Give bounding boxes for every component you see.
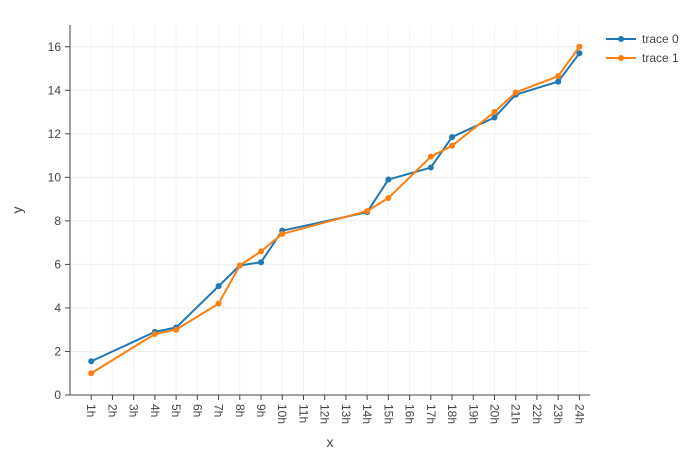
data-point[interactable] [512, 89, 519, 96]
y-tick-label: 12 [48, 127, 62, 141]
y-tick-label: 0 [54, 388, 61, 402]
x-tick-label: 1h [84, 404, 98, 417]
y-tick-label: 4 [54, 301, 61, 315]
data-point[interactable] [88, 358, 95, 365]
x-tick-label: 5h [169, 404, 183, 417]
x-tick-label: 13h [339, 404, 353, 424]
data-point[interactable] [151, 331, 158, 338]
x-tick-label: 4h [148, 404, 162, 417]
data-point[interactable] [364, 208, 371, 215]
x-axis-title: x [327, 434, 334, 450]
legend-label: trace 1 [642, 51, 679, 65]
series [88, 43, 583, 377]
data-point[interactable] [555, 78, 562, 85]
data-point[interactable] [427, 164, 434, 171]
data-point[interactable] [449, 134, 456, 141]
x-tick-label: 8h [233, 404, 247, 417]
y-tick-label: 8 [54, 214, 61, 228]
x-tick-label: 12h [318, 404, 332, 424]
data-point[interactable] [236, 262, 243, 269]
data-point[interactable] [173, 326, 180, 333]
y-axis-ticks: 0 2 4 6 8 10 12 14 16 [48, 40, 70, 402]
x-axis-ticks: 1h 2h 3h 4h 5h 6h 7h 8h 9h 10h 11h 12h 13h 14h 15h 16h 1… [84, 395, 586, 424]
x-tick-label: 7h [212, 404, 226, 417]
legend-label: trace 0 [642, 32, 679, 46]
data-point[interactable] [576, 50, 583, 57]
x-tick-label: 19h [466, 404, 480, 424]
data-point[interactable] [215, 300, 222, 307]
y-axis-title: y [9, 207, 25, 214]
data-point[interactable] [385, 176, 392, 183]
axes [69, 25, 590, 396]
data-point[interactable] [279, 230, 286, 237]
x-tick-label: 3h [127, 404, 141, 417]
data-point[interactable] [258, 259, 265, 266]
y-tick-label: 2 [54, 344, 61, 358]
x-tick-label: 16h [403, 404, 417, 424]
y-tick-label: 6 [54, 257, 61, 271]
legend[interactable]: trace 0 trace 1 [606, 32, 679, 65]
x-tick-label: 14h [360, 404, 374, 424]
series-0 [88, 50, 583, 365]
x-tick-label: 11h [296, 404, 310, 423]
series-line [90, 52, 581, 363]
data-point[interactable] [385, 195, 392, 202]
x-tick-label: 17h [424, 404, 438, 424]
data-point[interactable] [88, 370, 95, 377]
data-point[interactable] [491, 109, 498, 116]
x-tick-label: 15h [381, 404, 395, 424]
legend-marker [618, 55, 624, 61]
y-tick-label: 10 [48, 170, 62, 184]
legend-item[interactable]: trace 0 [606, 32, 679, 46]
series-line [90, 46, 581, 375]
x-tick-label: 20h [487, 404, 501, 424]
legend-item[interactable]: trace 1 [606, 51, 679, 65]
data-point[interactable] [258, 248, 265, 255]
data-point[interactable] [576, 43, 583, 50]
x-tick-label: 2h [105, 404, 119, 417]
x-tick-label: 18h [445, 404, 459, 424]
x-tick-label: 9h [254, 404, 268, 417]
x-tick-label: 22h [530, 404, 544, 424]
x-tick-label: 24h [572, 404, 586, 424]
x-tick-label: 6h [190, 404, 204, 417]
data-point[interactable] [491, 114, 498, 121]
y-tick-label: 14 [48, 83, 62, 97]
data-point[interactable] [555, 73, 562, 80]
x-tick-label: 21h [509, 404, 523, 424]
series-1 [88, 43, 583, 377]
data-point[interactable] [215, 283, 222, 290]
data-point[interactable] [427, 153, 434, 160]
grid [70, 25, 590, 395]
legend-marker [618, 36, 624, 42]
x-tick-label: 23h [551, 404, 565, 424]
data-point[interactable] [449, 142, 456, 149]
x-tick-label: 10h [275, 404, 289, 424]
y-tick-label: 16 [48, 40, 62, 54]
